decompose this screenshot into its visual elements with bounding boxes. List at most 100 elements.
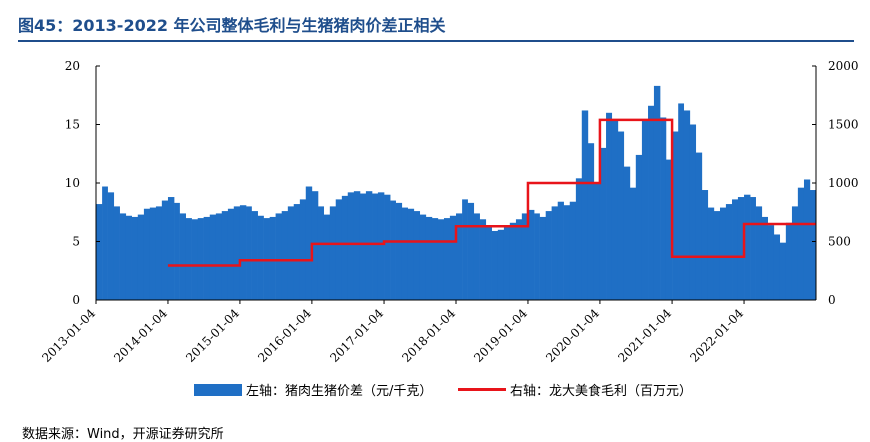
bar xyxy=(401,207,408,300)
y-left-tick-label: 15 xyxy=(65,118,80,132)
bar xyxy=(443,218,451,300)
bar xyxy=(809,190,817,300)
bar xyxy=(221,211,229,300)
x-tick-label: 2017-01-04 xyxy=(327,306,386,365)
bar xyxy=(611,119,619,300)
bar xyxy=(725,204,733,300)
bar xyxy=(545,211,552,300)
bar xyxy=(384,194,391,300)
source-note: 数据来源：Wind，开源证券研究所 xyxy=(22,427,224,442)
bar xyxy=(125,215,132,300)
bar xyxy=(797,187,805,300)
bar xyxy=(491,230,499,300)
bar xyxy=(485,227,492,300)
y-right-tick-label: 1000 xyxy=(828,176,859,190)
chart: 0 5 10 15 20 0 500 1000 1500 2000 2013-01-04 2014-0… xyxy=(39,59,859,365)
bar xyxy=(593,183,601,300)
bar xyxy=(629,187,637,300)
bar xyxy=(515,219,523,300)
bar xyxy=(96,204,103,300)
bar xyxy=(773,234,781,300)
bar xyxy=(456,213,463,300)
y-left-tick-label: 0 xyxy=(72,293,80,307)
bar xyxy=(575,178,583,300)
bar xyxy=(149,207,157,300)
bar xyxy=(653,85,661,300)
bar xyxy=(323,214,331,300)
bar xyxy=(102,186,108,300)
bar xyxy=(534,213,540,300)
bar xyxy=(269,216,276,300)
bar xyxy=(335,199,343,300)
bar xyxy=(683,110,691,301)
legend-item-bar: 左轴：猪肉生猪价差（元/千克） xyxy=(194,380,432,399)
bar xyxy=(431,218,439,300)
x-tick-label: 2022-01-04 xyxy=(687,306,746,365)
bar xyxy=(689,124,697,300)
bar xyxy=(197,218,204,300)
bar xyxy=(744,194,751,300)
legend-label-line: 右轴：龙大美食毛利（百万元） xyxy=(510,384,693,399)
bar xyxy=(425,216,433,300)
bar xyxy=(275,213,283,300)
bar xyxy=(587,143,595,300)
bar xyxy=(539,216,547,300)
bar xyxy=(707,207,715,300)
bar xyxy=(623,166,631,300)
y-left-tick-label: 5 xyxy=(72,235,80,249)
bar xyxy=(563,205,571,300)
bar xyxy=(227,208,235,300)
bar xyxy=(143,208,151,300)
legend-swatch-bar xyxy=(194,383,242,396)
bar xyxy=(527,209,535,300)
bar xyxy=(732,199,739,300)
bar xyxy=(551,206,559,300)
bar xyxy=(246,206,252,300)
bar xyxy=(287,206,295,300)
bar xyxy=(791,206,799,300)
bar xyxy=(174,202,180,300)
bar-series xyxy=(96,85,817,301)
bar xyxy=(372,193,379,300)
bar xyxy=(462,199,468,300)
bar xyxy=(239,205,247,300)
title-bar: 图45：2013-2022 年公司整体毛利与生猪猪肉价差正相关 xyxy=(18,10,854,42)
bar xyxy=(599,147,607,300)
bar xyxy=(179,213,187,300)
bar xyxy=(365,191,373,300)
bar xyxy=(569,201,577,300)
bar xyxy=(755,206,763,300)
legend-swatch-line xyxy=(458,388,506,391)
bar xyxy=(449,215,457,300)
bar xyxy=(660,117,667,300)
bar xyxy=(779,242,787,300)
line-path xyxy=(167,118,816,267)
chart-title: 图45：2013-2022 年公司整体毛利与生猪猪肉价差正相关 xyxy=(18,16,446,35)
bar xyxy=(353,191,361,300)
bar xyxy=(467,202,475,300)
bar xyxy=(185,218,192,300)
bar xyxy=(281,211,289,300)
bar xyxy=(803,179,811,300)
bar xyxy=(167,197,175,300)
bar xyxy=(293,204,301,300)
bar xyxy=(155,206,163,300)
bar xyxy=(785,222,793,300)
bar xyxy=(107,192,115,300)
bar xyxy=(395,202,403,300)
bar xyxy=(305,186,313,300)
bar xyxy=(413,211,421,300)
bar xyxy=(257,215,264,300)
bar xyxy=(503,225,511,300)
bar xyxy=(737,197,745,300)
line-series xyxy=(167,118,816,267)
legend: 左轴：猪肉生猪价差（元/千克） 右轴：龙大美食毛利（百万元） xyxy=(0,380,870,402)
x-tick-label: 2015-01-04 xyxy=(183,306,242,365)
bar xyxy=(672,131,679,300)
bar xyxy=(311,191,319,300)
x-tick-label: 2018-01-04 xyxy=(399,306,458,365)
bar xyxy=(767,225,775,300)
bar xyxy=(113,206,120,300)
bar xyxy=(617,131,625,300)
y-right-tick-label: 500 xyxy=(828,235,851,249)
